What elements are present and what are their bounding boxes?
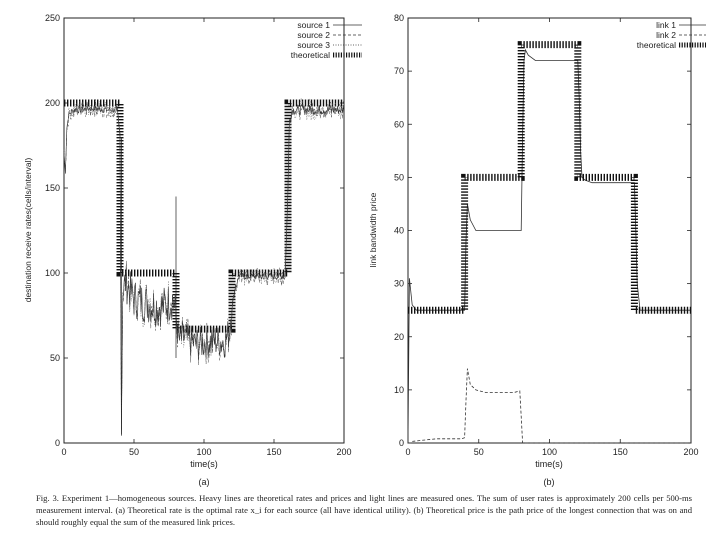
- panel-a-measured-source-2: [63, 99, 345, 431]
- panel-a-label: (a): [199, 477, 210, 487]
- panel-b-ytick-label: 20: [394, 332, 404, 342]
- panel-a-ytick-label: 0: [55, 438, 60, 448]
- panel-a-ytick-label: 250: [45, 13, 60, 23]
- panel-b-series-link-1: [407, 48, 691, 444]
- legend-label-source-1: source 1: [297, 20, 330, 30]
- panel-a-ytick-label: 50: [50, 353, 60, 363]
- panel-b: 0 50 100 150 200 0 10 20 30 40 50 60 70 80 link 1 lin…: [368, 13, 706, 487]
- figure-caption: Fig. 3. Experiment 1—homogeneous sources…: [36, 493, 692, 527]
- panel-b-xtick-label: 50: [474, 447, 484, 457]
- panel-b-series-link-2: [408, 368, 691, 444]
- panel-b-ytick-label: 10: [394, 385, 404, 395]
- panel-a: 0 50 100 150 200 0 50 100 150 200 250 source 1 sou…: [23, 13, 362, 487]
- legend-label-link-1: link 1: [656, 20, 676, 30]
- panel-a-traces: [63, 98, 345, 436]
- panel-a-measured-source-1: [63, 104, 345, 436]
- panel-a-ytick-label: 150: [45, 183, 60, 193]
- legend-label-source-2: source 2: [297, 30, 330, 40]
- panel-b-ylabel: link bandwidth price: [368, 192, 378, 267]
- panel-a-xtick-label: 50: [129, 447, 139, 457]
- panel-a-series-theoretical: [64, 99, 344, 333]
- panel-a-xtick-label: 150: [266, 447, 281, 457]
- panel-b-xtick-label: 0: [405, 447, 410, 457]
- panel-b-xlabel: time(s): [535, 459, 563, 469]
- panel-b-ticks: 0 50 100 150 200 0 10 20 30 40 50 60 70 80: [394, 13, 699, 457]
- panel-a-xlabel: time(s): [190, 459, 218, 469]
- panel-a-ytick-label: 200: [45, 98, 60, 108]
- panel-b-ytick-label: 50: [394, 172, 404, 182]
- panel-b-ytick-label: 0: [399, 438, 404, 448]
- panel-b-plot-frame: [407, 17, 692, 444]
- panel-a-ticks: 0 50 100 150 200 0 50 100 150 200 250: [45, 13, 352, 457]
- legend-label-link-2: link 2: [656, 30, 676, 40]
- legend-label-source-3: source 3: [297, 40, 330, 50]
- panel-b-ytick-label: 60: [394, 119, 404, 129]
- panel-b-series-theoretical: [408, 41, 691, 314]
- panel-b-traces: [407, 41, 691, 444]
- panel-b-ytick-label: 30: [394, 279, 404, 289]
- panel-b-xtick-label: 100: [542, 447, 557, 457]
- legend-label-theoretical-b: theoretical: [637, 40, 676, 50]
- panel-b-legend: link 1 link 2 theoretical: [637, 20, 706, 50]
- panel-a-xtick-label: 0: [61, 447, 66, 457]
- panel-a-ytick-label: 100: [45, 268, 60, 278]
- panel-a-plot-frame: [63, 17, 345, 444]
- panel-a-xtick-label: 200: [336, 447, 351, 457]
- panel-b-ytick-label: 70: [394, 66, 404, 76]
- legend-label-theoretical-a: theoretical: [291, 50, 330, 60]
- panel-a-ylabel: destination receive rates(cells/interval…: [23, 158, 33, 303]
- panel-b-ytick-label: 40: [394, 226, 404, 236]
- panel-a-xtick-label: 100: [196, 447, 211, 457]
- panel-a-measured-source-3: [63, 98, 345, 430]
- panel-a-legend: source 1 source 2 source 3 theoretical: [291, 20, 362, 60]
- panel-b-ytick-label: 80: [394, 13, 404, 23]
- panel-b-xtick-label: 150: [613, 447, 628, 457]
- panel-b-label: (b): [544, 477, 555, 487]
- panel-b-xtick-label: 200: [683, 447, 698, 457]
